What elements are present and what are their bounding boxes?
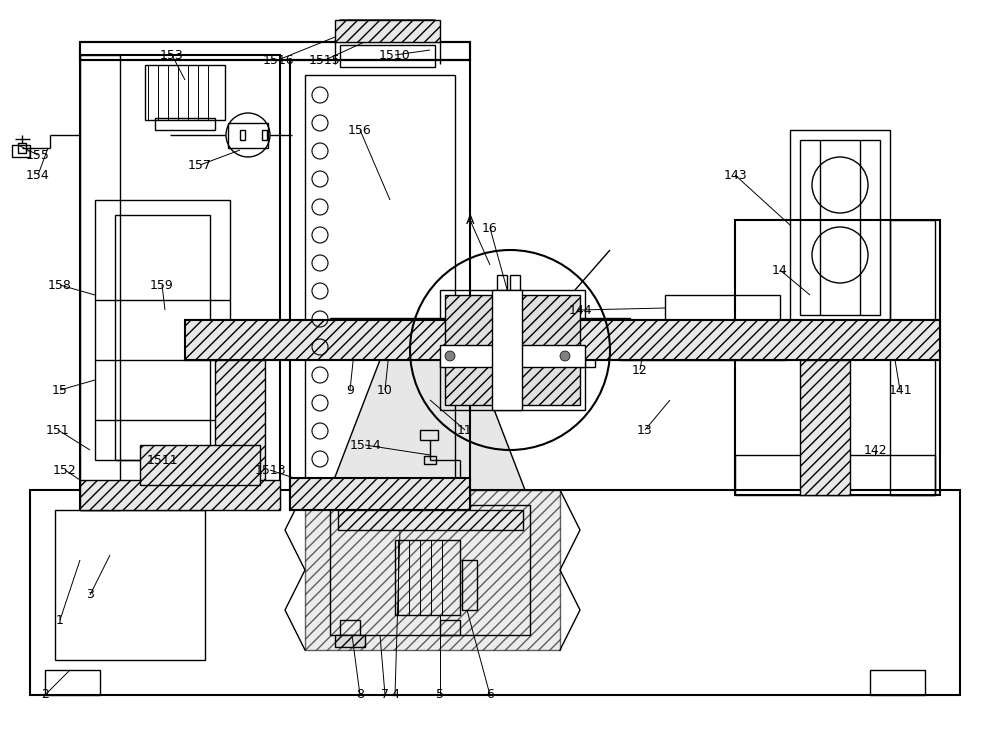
Text: 1511: 1511 — [146, 453, 178, 467]
Bar — [890, 220, 935, 495]
Bar — [335, 635, 365, 647]
Bar — [700, 320, 760, 342]
Text: 5: 5 — [436, 688, 444, 701]
Bar — [620, 320, 785, 360]
Text: 14: 14 — [772, 263, 788, 276]
Bar — [790, 130, 890, 325]
Text: 12: 12 — [632, 364, 648, 376]
Bar — [440, 290, 585, 410]
Circle shape — [560, 351, 570, 361]
Bar — [510, 275, 520, 293]
Polygon shape — [330, 360, 525, 490]
Text: 2: 2 — [41, 688, 49, 701]
Text: 1: 1 — [56, 614, 64, 626]
Bar — [497, 275, 507, 293]
Text: 1513: 1513 — [254, 464, 286, 477]
Bar — [290, 60, 470, 510]
Bar — [115, 215, 210, 460]
Bar — [262, 130, 267, 140]
Bar — [215, 360, 265, 495]
Text: 154: 154 — [26, 168, 50, 182]
Text: 156: 156 — [348, 123, 372, 136]
Bar — [340, 45, 435, 67]
Bar — [185, 320, 940, 360]
Text: 158: 158 — [48, 278, 72, 292]
Text: 6: 6 — [486, 688, 494, 701]
Text: 13: 13 — [637, 424, 653, 437]
Bar — [665, 295, 780, 323]
Bar — [290, 478, 470, 510]
Text: 144: 144 — [568, 303, 592, 316]
Text: 9: 9 — [346, 383, 354, 397]
Bar — [735, 220, 940, 495]
Text: 157: 157 — [188, 158, 212, 171]
Bar — [420, 430, 438, 440]
Bar — [95, 200, 230, 460]
Bar — [228, 123, 268, 148]
Text: 155: 155 — [26, 149, 50, 162]
Text: 151: 151 — [46, 424, 70, 437]
Text: 3: 3 — [86, 588, 94, 601]
Text: 1510: 1510 — [379, 49, 411, 61]
Text: 15: 15 — [52, 383, 68, 397]
Bar — [240, 130, 245, 140]
Text: 10: 10 — [377, 383, 393, 397]
Bar — [80, 55, 280, 510]
Text: 142: 142 — [863, 443, 887, 456]
Bar — [870, 670, 925, 695]
Bar — [45, 670, 100, 695]
Bar — [12, 145, 30, 157]
Bar — [440, 620, 460, 635]
Bar — [80, 55, 120, 510]
Bar — [735, 455, 935, 495]
Bar — [30, 490, 960, 695]
Bar — [462, 560, 477, 610]
Bar — [335, 20, 440, 42]
Bar — [575, 345, 595, 367]
Bar — [145, 65, 225, 120]
Text: 152: 152 — [53, 464, 77, 477]
Bar — [338, 510, 523, 530]
Bar — [330, 318, 630, 343]
Bar — [140, 445, 260, 485]
Bar — [80, 42, 470, 60]
Bar — [80, 480, 280, 510]
Circle shape — [445, 351, 455, 361]
Bar — [18, 143, 26, 153]
Bar — [492, 290, 522, 410]
Text: 1516: 1516 — [262, 53, 294, 66]
Bar — [800, 360, 850, 495]
Text: 16: 16 — [482, 222, 498, 235]
Bar — [155, 118, 215, 130]
Bar — [424, 456, 436, 464]
Text: 4: 4 — [391, 688, 399, 701]
Text: 1514: 1514 — [349, 439, 381, 451]
Bar — [445, 295, 580, 405]
Bar — [440, 345, 585, 367]
Bar — [395, 540, 460, 615]
Text: 7: 7 — [381, 688, 389, 701]
Text: 8: 8 — [356, 688, 364, 701]
Bar — [800, 140, 880, 315]
Bar — [340, 620, 360, 635]
Bar — [330, 505, 530, 635]
Text: 141: 141 — [888, 383, 912, 397]
Text: 159: 159 — [150, 278, 174, 292]
Bar — [305, 490, 560, 650]
Text: 1515: 1515 — [309, 53, 341, 66]
Text: 11: 11 — [457, 424, 473, 437]
Text: A: A — [466, 214, 474, 227]
Bar — [305, 75, 455, 495]
Text: 143: 143 — [723, 168, 747, 182]
Bar — [55, 510, 205, 660]
Text: 153: 153 — [160, 49, 184, 61]
